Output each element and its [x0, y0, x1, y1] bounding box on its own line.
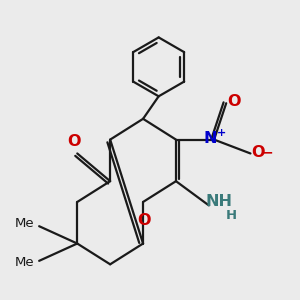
- Text: O: O: [68, 134, 81, 149]
- Text: −: −: [262, 146, 274, 160]
- Text: O: O: [227, 94, 241, 109]
- Text: +: +: [217, 128, 226, 138]
- Text: Me: Me: [14, 217, 34, 230]
- Text: O: O: [137, 213, 151, 228]
- Text: Me: Me: [14, 256, 34, 269]
- Text: H: H: [226, 208, 237, 222]
- Text: NH: NH: [206, 194, 233, 209]
- Text: N: N: [204, 131, 218, 146]
- Text: O: O: [251, 145, 265, 160]
